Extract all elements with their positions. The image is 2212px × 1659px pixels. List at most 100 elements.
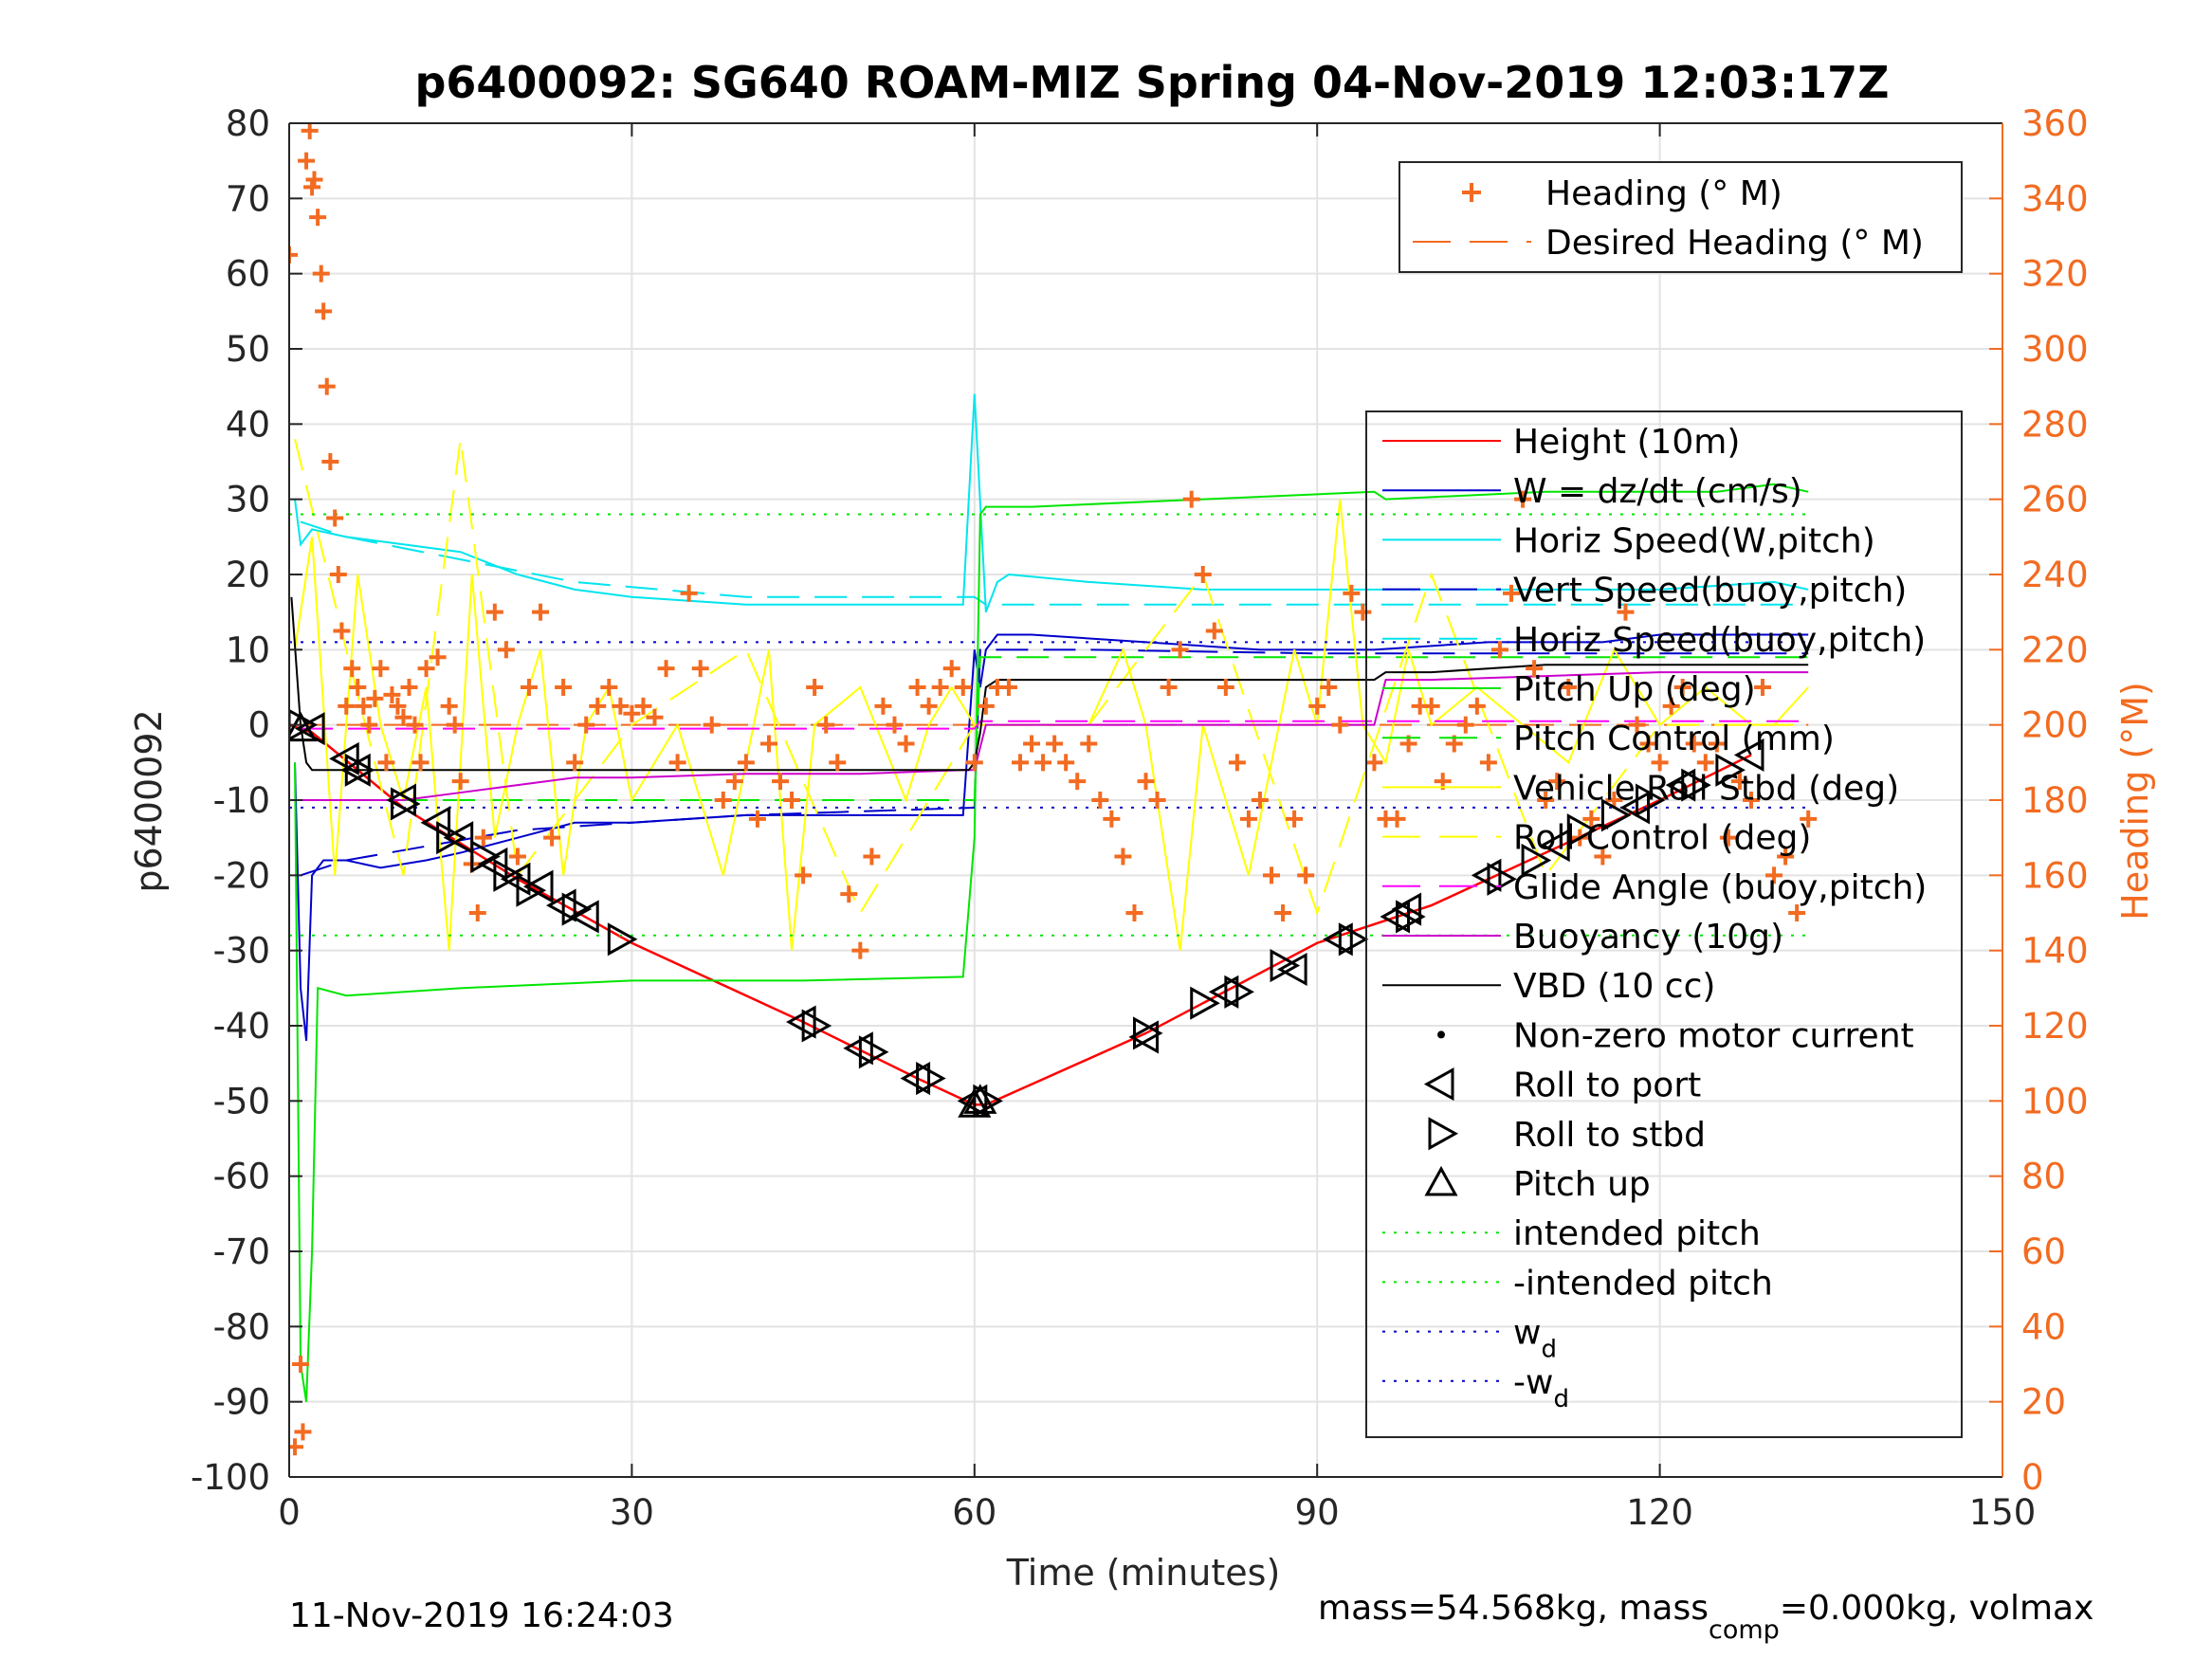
roll-to-port-marker — [477, 847, 508, 881]
heading-point — [1560, 679, 1578, 696]
heading-point — [520, 679, 538, 696]
heading-point — [954, 679, 972, 696]
heading-point — [309, 209, 327, 227]
y-tick-label: -100 — [191, 1457, 270, 1498]
y-tick-label: -60 — [213, 1157, 270, 1197]
heading-point — [543, 829, 561, 847]
heading-point — [1160, 679, 1178, 696]
heading-point — [783, 792, 801, 809]
heading-point — [1023, 735, 1041, 753]
heading-point — [1365, 754, 1383, 772]
heading-point — [612, 697, 630, 715]
roll-to-port-marker — [786, 1005, 816, 1039]
y-right-tick-label: 300 — [2021, 329, 2089, 370]
heading-point — [372, 660, 390, 678]
roll-to-stbd-marker — [390, 787, 421, 821]
heading-point — [1765, 866, 1783, 884]
heading-point — [1046, 735, 1064, 753]
legend-heading-box — [1398, 161, 1963, 273]
legend-label-text: Glide Angle (buoy,pitch) — [1513, 868, 1927, 907]
roll-to-port-marker — [1391, 892, 1422, 926]
heading-point — [1251, 792, 1269, 809]
y-tick-label: -20 — [213, 855, 270, 896]
legend-label-vert-speed-buoy-pitch: Vert Speed(buoy,pitch) — [1513, 572, 1907, 611]
heading-point — [1286, 810, 1304, 828]
heading-point — [703, 716, 721, 734]
y-tick-label: -40 — [213, 1006, 270, 1047]
heading-point — [1354, 603, 1372, 621]
x-tick-label: 120 — [1626, 1492, 1693, 1533]
heading-point — [383, 685, 401, 703]
heading-point — [429, 648, 447, 666]
heading-point — [1490, 641, 1508, 659]
legend-label-text: Pitch Control (mm) — [1513, 720, 1835, 758]
x-tick-label: 30 — [610, 1492, 654, 1533]
legend-main-box — [1365, 410, 1963, 1438]
heading-point — [1239, 810, 1257, 828]
roll-to-stbd-marker — [1224, 975, 1254, 1009]
y-right-tick-label: 200 — [2021, 705, 2089, 746]
heading-point — [1388, 810, 1406, 828]
heading-point — [795, 866, 813, 884]
legend-label-pitch-up-deg: Pitch Up (deg) — [1513, 670, 1756, 709]
heading-point — [1639, 735, 1657, 753]
heading-point — [646, 708, 664, 726]
heading-point — [468, 904, 486, 921]
y-right-tick-label: 320 — [2021, 254, 2089, 295]
heading-point — [566, 754, 584, 772]
heading-point — [634, 697, 652, 715]
heading-point — [908, 679, 926, 696]
axes: 0 30 60 90 120 150-100-90-80-70-60-50-40-30-2… — [191, 103, 2089, 1533]
footer-mass-text: mass=54.568kg, mass — [1318, 1589, 1709, 1628]
series-glide-angle-buoy-pitch — [301, 720, 1809, 730]
legend-label-glide-angle-buoy-pitch: Glide Angle (buoy,pitch) — [1513, 868, 1927, 907]
y-tick-label: -50 — [213, 1081, 270, 1121]
heading-point — [1103, 810, 1121, 828]
roll-to-stbd-marker — [1396, 900, 1426, 934]
heading-point — [1034, 754, 1052, 772]
heading-point — [333, 622, 351, 640]
roll-to-stbd-marker — [973, 1084, 1003, 1118]
roll-to-port-marker — [443, 821, 474, 855]
heading-point — [1308, 697, 1326, 715]
heading-point — [829, 754, 847, 772]
roll-to-stbd-marker — [801, 1009, 832, 1043]
roll-to-port-marker — [420, 806, 451, 840]
heading-point — [897, 735, 915, 753]
y-axis-label-right: Heading (°M) — [2114, 682, 2156, 921]
y-right-tick-label: 180 — [2021, 780, 2089, 821]
legend-label-roll-to-port: Roll to port — [1513, 1066, 1701, 1105]
legend-label-intended-pitch: -intended pitch — [1513, 1264, 1773, 1303]
y-right-tick-label: 260 — [2021, 480, 2089, 520]
legend-label-buoyancy-10g: Buoyancy (10g) — [1513, 918, 1783, 957]
heading-point — [965, 754, 983, 772]
heading-point — [318, 377, 336, 395]
heading-point — [1080, 735, 1098, 753]
heading-point — [532, 603, 550, 621]
heading-point — [1651, 754, 1669, 772]
y-right-tick-label: 360 — [2021, 103, 2089, 144]
heading-point — [1788, 904, 1806, 921]
y-tick-label: 30 — [226, 480, 270, 520]
y-tick-label: 70 — [226, 178, 270, 219]
heading-point — [474, 829, 492, 847]
legend-label-text: Roll to port — [1513, 1066, 1701, 1105]
pitch-up-marker — [958, 1087, 992, 1118]
roll-to-stbd-marker — [1600, 798, 1632, 832]
heading-point — [1708, 735, 1726, 753]
heading-point — [1125, 904, 1143, 921]
y-right-tick-label: 160 — [2021, 855, 2089, 896]
legend-label-text: Pitch Up (deg) — [1513, 670, 1756, 709]
legend-label-heading-m: Heading (° M) — [1545, 174, 1782, 213]
roll-to-stbd-marker — [1681, 768, 1711, 802]
heading-point — [668, 754, 686, 772]
heading-point — [1274, 904, 1292, 921]
y-right-tick-label: 280 — [2021, 404, 2089, 445]
series-vbd-10-cc — [290, 596, 1809, 772]
heading-point — [1091, 792, 1109, 809]
legend-label-text: VBD (10 cc) — [1513, 967, 1715, 1006]
legend-label-text: Vehicle Roll Stbd (deg) — [1513, 769, 1899, 808]
x-tick-label: 0 — [278, 1492, 301, 1533]
legend-label-text: Vert Speed(buoy,pitch) — [1513, 572, 1907, 611]
